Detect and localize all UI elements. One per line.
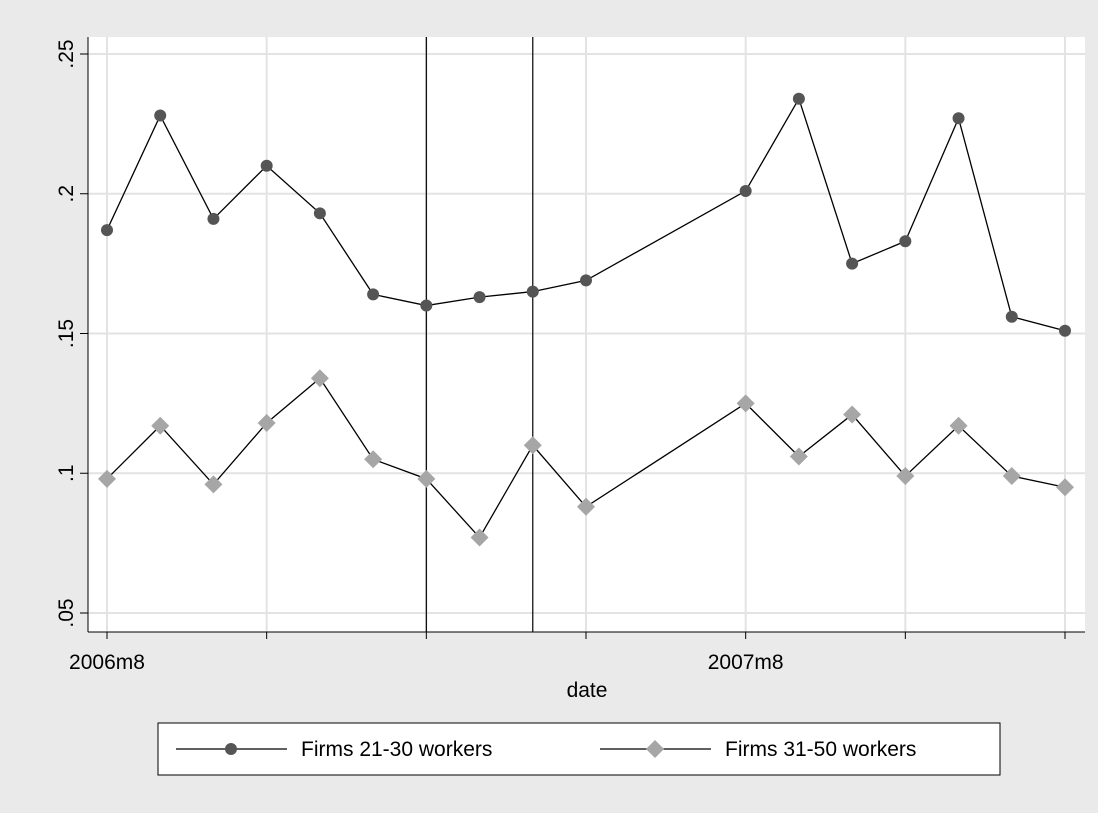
- data-point: [523, 436, 542, 455]
- data-point: [310, 369, 329, 388]
- y-tick-label: .2: [55, 185, 78, 203]
- data-point: [899, 235, 912, 248]
- y-tick-label: .25: [55, 39, 78, 68]
- data-point: [739, 184, 752, 197]
- data-point: [420, 299, 433, 312]
- data-point: [204, 475, 223, 494]
- legend-box: [157, 722, 1001, 776]
- data-series: [98, 92, 1074, 547]
- data-point: [367, 288, 380, 301]
- data-point: [577, 497, 595, 516]
- data-point: [207, 212, 220, 225]
- data-point: [257, 413, 276, 432]
- data-point: [1056, 478, 1074, 497]
- legend-diamond-marker-icon: [646, 740, 664, 758]
- data-point: [417, 469, 436, 488]
- x-tick-label: 2006m8: [69, 651, 145, 674]
- series-2: [98, 369, 1074, 547]
- data-point: [846, 257, 859, 270]
- data-point: [736, 394, 755, 413]
- series-1: [101, 92, 1071, 337]
- data-point: [952, 112, 965, 125]
- data-point: [151, 416, 170, 435]
- data-point: [1002, 467, 1021, 486]
- data-point: [101, 224, 113, 237]
- data-point: [843, 405, 862, 424]
- data-point: [154, 109, 167, 122]
- data-point: [1059, 324, 1071, 337]
- data-point: [526, 285, 539, 298]
- x-axis-ticks: 2006m8 2007m8: [69, 632, 1066, 674]
- x-tick-label: 2007m8: [708, 651, 784, 674]
- legend-label-firms-31-50: Firms 31-50 workers: [725, 738, 916, 761]
- data-point: [896, 467, 915, 486]
- data-point: [364, 450, 383, 469]
- data-point: [1005, 310, 1018, 323]
- data-point: [789, 447, 808, 466]
- y-tick-label: .1: [55, 464, 78, 482]
- data-point: [792, 92, 805, 105]
- x-axis-title: date: [567, 679, 608, 702]
- data-point: [470, 528, 489, 547]
- data-point: [98, 469, 116, 488]
- y-tick-label: .15: [55, 319, 78, 348]
- data-point: [260, 159, 273, 172]
- data-point: [580, 274, 592, 287]
- legend-circle-marker-icon: [225, 743, 237, 755]
- y-axis-ticks: .05 .1 .15 .2 .25: [55, 39, 88, 628]
- data-point: [949, 416, 968, 435]
- data-point: [313, 207, 326, 220]
- legend-item-firms-31-50: Firms 31-50 workers: [600, 738, 916, 761]
- reference-lines: [425, 37, 534, 632]
- legend: Firms 21-30 workers Firms 31-50 workers: [157, 722, 1001, 776]
- legend-label-firms-21-30: Firms 21-30 workers: [301, 738, 492, 761]
- y-tick-label: .05: [55, 598, 78, 627]
- data-point: [473, 291, 486, 304]
- legend-item-firms-21-30: Firms 21-30 workers: [176, 738, 492, 761]
